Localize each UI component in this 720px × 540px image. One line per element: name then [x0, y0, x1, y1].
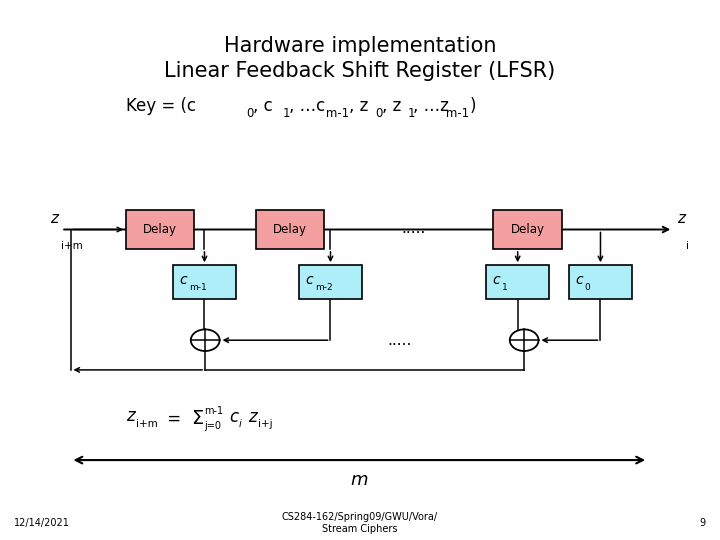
Bar: [493, 210, 562, 249]
Bar: [173, 265, 236, 299]
Text: c: c: [305, 273, 313, 287]
Text: Hardware implementation: Hardware implementation: [224, 36, 496, 56]
Text: z: z: [677, 211, 685, 226]
Text: .....: .....: [387, 333, 412, 348]
Text: Delay: Delay: [143, 223, 177, 236]
Text: z: z: [248, 408, 256, 426]
Text: j=0: j=0: [204, 421, 221, 431]
Text: .....: .....: [402, 221, 426, 236]
Text: m-1: m-1: [189, 283, 207, 292]
Bar: [256, 210, 324, 249]
Text: m: m: [351, 470, 368, 489]
Text: CS284-162/Spring09/GWU/Vora/
Stream Ciphers: CS284-162/Spring09/GWU/Vora/ Stream Ciph…: [282, 512, 438, 534]
Text: c: c: [179, 273, 187, 287]
Text: i+j: i+j: [258, 420, 272, 429]
Circle shape: [510, 329, 539, 351]
Bar: [299, 265, 362, 299]
Circle shape: [191, 329, 220, 351]
Text: c: c: [492, 273, 500, 287]
Text: i+m: i+m: [61, 241, 83, 252]
Text: , z: , z: [382, 97, 401, 114]
Text: i: i: [686, 241, 689, 252]
Text: 1: 1: [502, 283, 508, 292]
Text: 0: 0: [585, 283, 590, 292]
Text: , …z: , …z: [413, 97, 449, 114]
Text: c: c: [229, 408, 238, 426]
Text: , …c: , …c: [289, 97, 325, 114]
Bar: [569, 265, 632, 299]
Text: m-1: m-1: [446, 107, 469, 120]
Text: z: z: [50, 211, 58, 226]
Text: 0: 0: [246, 107, 253, 120]
Text: i+m: i+m: [136, 420, 158, 429]
Text: Linear Feedback Shift Register (LFSR): Linear Feedback Shift Register (LFSR): [164, 61, 556, 82]
Bar: [486, 265, 549, 299]
Text: z: z: [126, 407, 135, 426]
Text: , z: , z: [349, 97, 369, 114]
Text: Σ: Σ: [191, 409, 203, 428]
Text: m-1: m-1: [204, 406, 223, 416]
Text: 0: 0: [375, 107, 382, 120]
Text: ): ): [469, 97, 476, 114]
Text: Delay: Delay: [273, 223, 307, 236]
Bar: [126, 210, 194, 249]
Text: 1: 1: [283, 107, 290, 120]
Text: 9: 9: [699, 518, 706, 528]
Text: m-2: m-2: [315, 283, 332, 292]
Text: Delay: Delay: [510, 223, 544, 236]
Text: =: =: [162, 409, 186, 428]
Text: i: i: [239, 420, 242, 429]
Text: m-1: m-1: [326, 107, 349, 120]
Text: c: c: [575, 273, 583, 287]
Text: 12/14/2021: 12/14/2021: [14, 518, 71, 528]
Text: , c: , c: [253, 97, 273, 114]
Text: Key = (c: Key = (c: [126, 97, 196, 114]
Text: 1: 1: [408, 107, 415, 120]
